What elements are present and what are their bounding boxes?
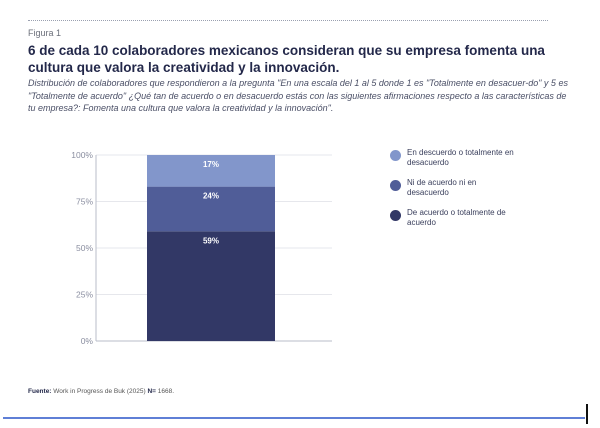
bottom-rule [3,417,585,419]
source-text: Work in Progress de Buk (2025) [51,388,148,395]
legend-item: En descuerdo o totalmente en desacuerdo [390,148,517,168]
bar-segment [147,231,275,341]
bar-segment [147,155,275,187]
legend-label: En descuerdo o totalmente en desacuerdo [407,148,514,167]
source-label: Fuente: [28,388,52,395]
figure-label: Figura 1 [28,28,62,38]
y-tick-label: 50% [76,243,93,253]
y-tick-label: 25% [76,290,93,300]
legend-label: Ni de acuerdo ni en desacuerdo [407,178,477,197]
legend-item: Ni de acuerdo ni en desacuerdo [390,178,517,198]
n-label: N= [147,388,156,395]
source-note: Fuente: Work in Progress de Buk (2025) N… [28,388,174,395]
legend-swatch [390,150,401,161]
data-label: 17% [203,160,219,169]
data-label: 24% [203,192,219,201]
chart-title: 6 de cada 10 colaboradores mexicanos con… [28,43,545,75]
data-label: 59% [203,236,219,245]
text-cursor [586,404,588,424]
legend-swatch [390,210,401,221]
dotted-divider [28,20,548,21]
legend: En descuerdo o totalmente en desacuerdo … [390,148,517,238]
y-tick-label: 100% [71,150,93,160]
legend-swatch [390,180,401,191]
chart-subtitle: Distribución de colaboradores que respon… [28,78,568,113]
y-tick-label: 0% [81,336,94,346]
y-tick-label: 75% [76,197,93,207]
legend-label: De acuerdo o totalmente de acuerdo [407,208,506,227]
bar-segment [147,186,275,232]
n-value: 1668. [155,388,175,395]
legend-item: De acuerdo o totalmente de acuerdo [390,208,517,228]
